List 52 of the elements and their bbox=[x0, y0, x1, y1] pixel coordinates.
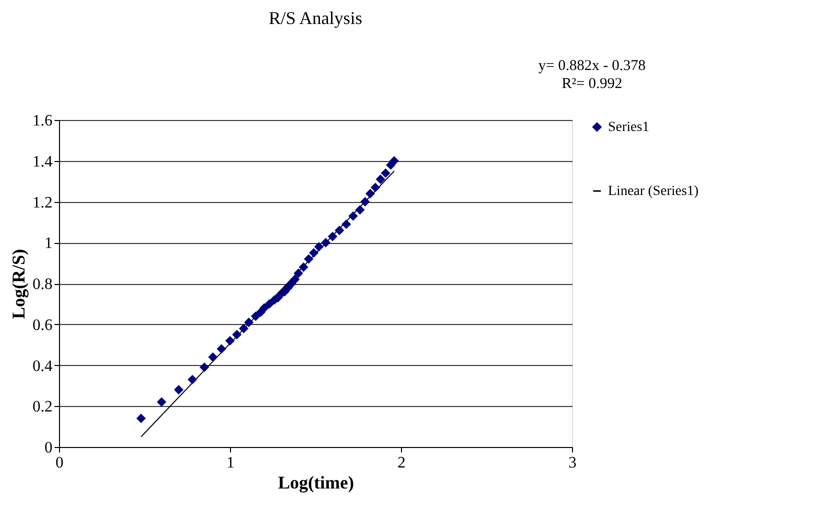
point bbox=[304, 254, 314, 264]
text: R²= 0.992 bbox=[562, 76, 622, 92]
point bbox=[225, 336, 235, 346]
point bbox=[216, 344, 226, 354]
point bbox=[244, 318, 254, 328]
point bbox=[309, 248, 319, 258]
point bbox=[342, 219, 352, 229]
x-tick-label: 3 bbox=[568, 454, 576, 472]
point bbox=[321, 238, 331, 248]
y-tick-label: 0 bbox=[44, 440, 52, 456]
point bbox=[314, 242, 324, 252]
point bbox=[365, 188, 375, 198]
point bbox=[334, 226, 344, 236]
y-tick-label: 1.4 bbox=[32, 153, 52, 170]
point bbox=[156, 397, 166, 407]
point bbox=[174, 385, 184, 395]
chart-title: R/S Analysis bbox=[268, 8, 362, 28]
point bbox=[238, 324, 248, 334]
point bbox=[376, 174, 386, 184]
point bbox=[250, 311, 260, 321]
y-tick-label: 1 bbox=[44, 235, 52, 252]
y-tick-label: 1.2 bbox=[32, 194, 52, 212]
point bbox=[290, 274, 300, 284]
x-tick-label: 0 bbox=[56, 454, 64, 472]
y-tick-label: 0.4 bbox=[32, 358, 52, 375]
y-tick-label: 0.6 bbox=[32, 316, 52, 334]
y-tick-label: 0.2 bbox=[32, 398, 52, 416]
x-tick-label: 2 bbox=[398, 454, 406, 472]
point bbox=[370, 182, 380, 192]
point bbox=[208, 352, 218, 362]
x-tick-label: 1 bbox=[226, 454, 234, 472]
x-axis-title: Log(time) bbox=[278, 472, 354, 492]
point bbox=[294, 268, 304, 278]
point bbox=[298, 262, 308, 272]
text: y= 0.882x - 0.378 bbox=[538, 58, 646, 74]
y-tick-label: 1.6 bbox=[32, 112, 52, 130]
point bbox=[348, 211, 358, 221]
point bbox=[380, 168, 390, 178]
point bbox=[136, 414, 146, 424]
point bbox=[389, 156, 399, 166]
point bbox=[188, 374, 198, 384]
point bbox=[355, 205, 365, 215]
point bbox=[232, 330, 242, 340]
y-axis-title: Log(R/S) bbox=[8, 248, 28, 320]
point bbox=[259, 303, 269, 313]
y-tick-label: 0.8 bbox=[32, 276, 52, 293]
legend-label: Series1 bbox=[608, 120, 650, 135]
point bbox=[360, 197, 370, 206]
point bbox=[264, 299, 274, 309]
point bbox=[200, 362, 210, 372]
point bbox=[328, 232, 338, 242]
legend-label: Linear (Series1) bbox=[608, 184, 699, 199]
